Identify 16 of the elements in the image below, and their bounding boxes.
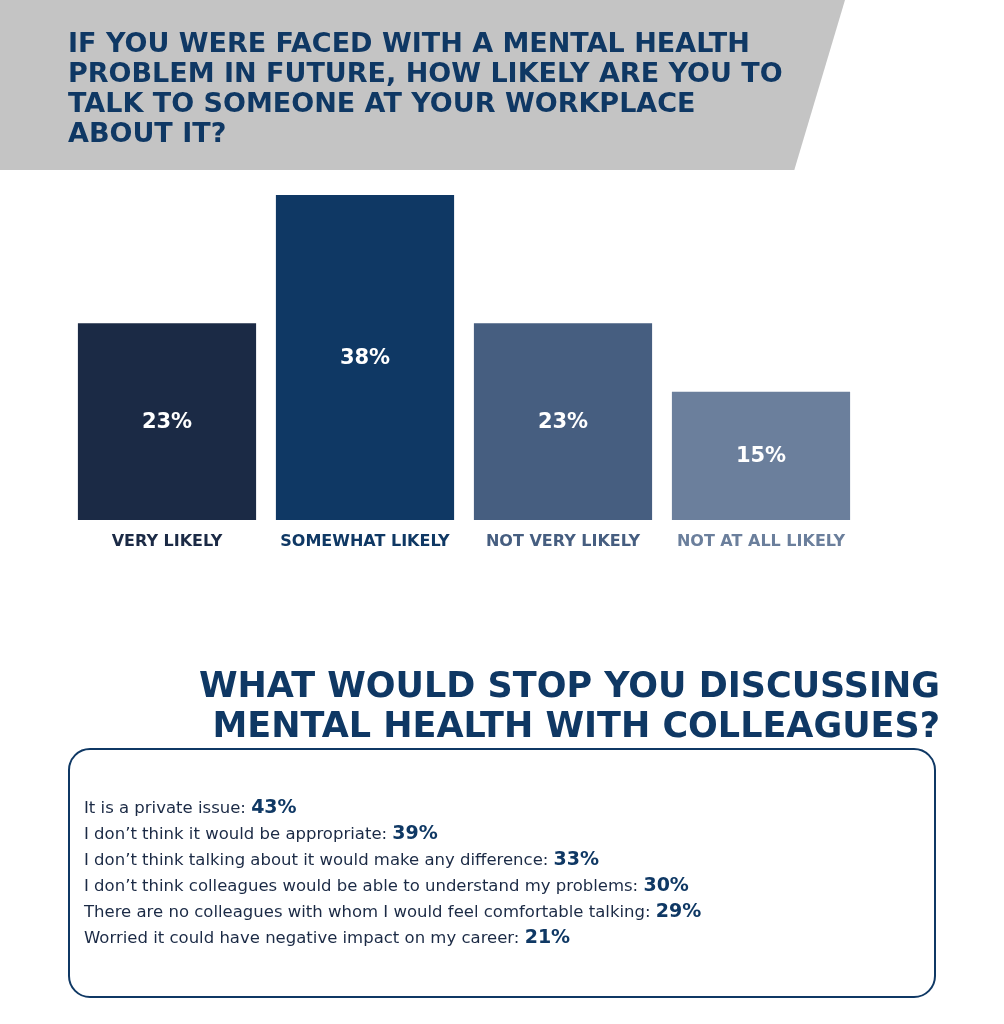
text: WHAT WOULD STOP YOU DISCUSSING MENTAL HEALTH WITH COLLEAGUES? — [197, 665, 940, 745]
data-label: 38% — [339, 344, 391, 369]
x-tick-label: NOT AT ALL LIKELY — [676, 530, 846, 550]
data-label: 23% — [141, 408, 193, 433]
data-label: 15% — [735, 442, 787, 467]
text: Worried it could have negative impact on my career: 21% — [84, 924, 572, 949]
data-label: 23% — [537, 408, 589, 433]
text: I don’t think colleagues would be able to understand my problems: 30% — [84, 872, 690, 897]
x-tick-label: SOMEWHAT LIKELY — [280, 530, 451, 550]
x-tick-label: NOT VERY LIKELY — [485, 530, 641, 550]
text: It is a private issue: 43% — [84, 794, 298, 819]
x-tick-label: VERY LIKELY — [111, 530, 223, 550]
text: I don’t think talking about it would make any difference: 33% — [84, 846, 601, 871]
chart-title: IF YOU WERE FACED WITH A MENTAL HEALTH PROBLEM IN FUTURE, HOW LIKELY ARE YOU TO TALK TO SOMEONE AT YOUR WORKPLACE ABOUT IT? — [68, 27, 784, 148]
text: I don’t think it would be appropriate: 39% — [84, 820, 439, 845]
text: There are no colleagues with whom I would feel comfortable talking: 29% — [84, 898, 703, 923]
